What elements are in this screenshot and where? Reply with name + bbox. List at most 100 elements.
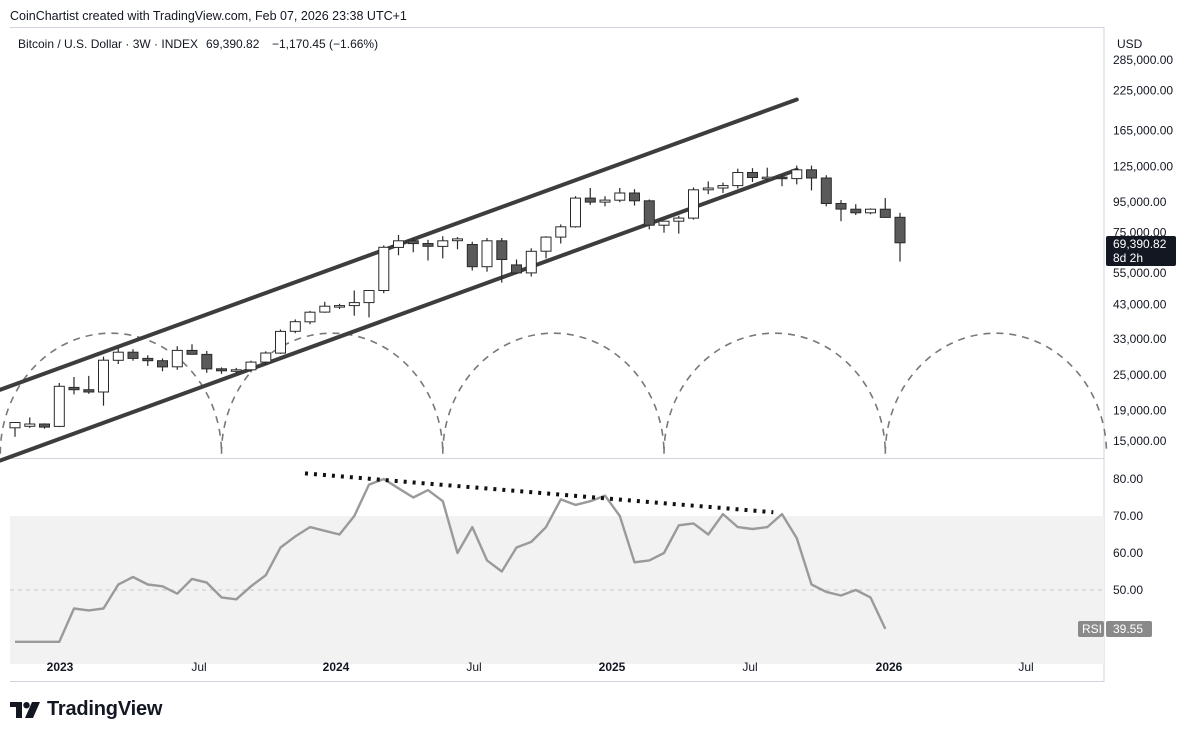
candle bbox=[599, 196, 611, 207]
candle bbox=[791, 165, 803, 185]
candle-body bbox=[171, 349, 183, 368]
price-channel[interactable] bbox=[0, 97, 799, 463]
time-axis: 2023 Jul 2024 Jul 2025 Jul 2026 Jul bbox=[47, 660, 1034, 674]
price-tick-label: 15,000.00 bbox=[1113, 434, 1167, 448]
rsi-tick-label: 60.00 bbox=[1113, 546, 1143, 560]
candle bbox=[216, 367, 227, 374]
candle-body bbox=[643, 200, 655, 226]
candle-body bbox=[511, 264, 522, 274]
candle bbox=[452, 237, 463, 250]
time-tick-label: 2024 bbox=[323, 660, 350, 674]
candle bbox=[319, 301, 331, 313]
candle-body bbox=[629, 192, 640, 202]
candle-body bbox=[894, 216, 906, 244]
candle-body bbox=[865, 208, 876, 214]
candle bbox=[643, 199, 655, 230]
candle bbox=[511, 259, 522, 275]
cycle-arc bbox=[442, 332, 665, 454]
candle bbox=[245, 360, 257, 373]
candle bbox=[658, 220, 670, 233]
legend-last-price: 69,390.82 bbox=[206, 37, 260, 51]
candles bbox=[9, 165, 906, 437]
candle bbox=[171, 346, 183, 370]
candle bbox=[629, 189, 640, 206]
time-tick-label: Jul bbox=[191, 660, 206, 674]
candle-body bbox=[879, 208, 891, 218]
price-tick-label: 125,000.00 bbox=[1113, 160, 1173, 174]
candle bbox=[407, 238, 419, 253]
candle-body bbox=[466, 244, 478, 268]
candle-body bbox=[24, 423, 36, 427]
candle-body bbox=[98, 359, 109, 393]
price-badge-value: 69,390.82 bbox=[1113, 237, 1167, 251]
candle-body bbox=[378, 246, 390, 292]
candle-body bbox=[275, 330, 286, 354]
candle bbox=[894, 212, 906, 262]
candle-body bbox=[555, 226, 567, 238]
candle bbox=[289, 319, 301, 334]
candle-body bbox=[304, 311, 316, 323]
candle bbox=[142, 355, 154, 366]
candle-body bbox=[230, 369, 242, 372]
candle bbox=[334, 303, 345, 309]
candle-body bbox=[245, 361, 257, 371]
channel-lower-line[interactable] bbox=[0, 167, 799, 463]
tradingview-logo[interactable]: TradingView bbox=[10, 698, 162, 721]
candle bbox=[437, 236, 449, 259]
candle bbox=[39, 423, 50, 429]
candle bbox=[98, 356, 109, 406]
candle bbox=[688, 187, 699, 220]
candle-body bbox=[348, 302, 360, 307]
candle bbox=[378, 245, 390, 294]
candle-body bbox=[776, 176, 788, 180]
currency-label[interactable]: USD bbox=[1117, 37, 1143, 51]
legend-symbol[interactable]: Bitcoin / U.S. Dollar · 3W · INDEX bbox=[18, 37, 198, 51]
candle-body bbox=[289, 321, 301, 332]
candle bbox=[820, 175, 832, 207]
cycle-arc bbox=[0, 332, 223, 454]
candle-body bbox=[157, 360, 168, 368]
rsi-divergence-trendline[interactable] bbox=[304, 471, 774, 515]
time-tick-label: Jul bbox=[466, 660, 481, 674]
candle-body bbox=[791, 169, 803, 180]
candle-body bbox=[142, 357, 154, 362]
candle bbox=[24, 417, 36, 428]
candle bbox=[673, 215, 685, 234]
price-badge-countdown: 8d 2h bbox=[1113, 251, 1143, 265]
candle bbox=[540, 236, 552, 259]
candle bbox=[53, 382, 65, 428]
candle bbox=[584, 188, 596, 205]
candle bbox=[304, 310, 316, 325]
candle-body bbox=[68, 386, 80, 391]
cycle-arc bbox=[220, 332, 444, 454]
price-tick-label: 43,000.00 bbox=[1113, 298, 1167, 312]
candle bbox=[525, 248, 537, 277]
cycle-arc bbox=[884, 332, 1108, 454]
rsi-value: 39.55 bbox=[1113, 622, 1143, 636]
candle-body bbox=[481, 240, 493, 268]
time-tick-label: 2023 bbox=[47, 660, 74, 674]
candle bbox=[717, 182, 729, 193]
candle bbox=[747, 168, 758, 182]
candle-body bbox=[201, 353, 213, 370]
candle-body bbox=[9, 422, 21, 429]
candle-body bbox=[437, 240, 449, 247]
candle bbox=[186, 344, 198, 355]
candle bbox=[422, 239, 434, 261]
candle bbox=[83, 375, 95, 394]
rsi-axis-ticks: 80.00 70.00 60.00 50.00 bbox=[1113, 472, 1143, 597]
candle-body bbox=[540, 236, 552, 252]
candle-body bbox=[216, 368, 227, 372]
candle bbox=[466, 241, 478, 271]
candle-body bbox=[806, 169, 817, 179]
candle-body bbox=[717, 185, 729, 189]
candle-body bbox=[614, 192, 626, 201]
candle-body bbox=[112, 351, 124, 361]
candle bbox=[835, 200, 847, 222]
rsi-tick-label: 70.00 bbox=[1113, 509, 1143, 523]
candle bbox=[776, 174, 788, 187]
price-tick-label: 165,000.00 bbox=[1113, 124, 1173, 138]
candle-body bbox=[260, 352, 272, 363]
candle-body bbox=[599, 199, 611, 203]
